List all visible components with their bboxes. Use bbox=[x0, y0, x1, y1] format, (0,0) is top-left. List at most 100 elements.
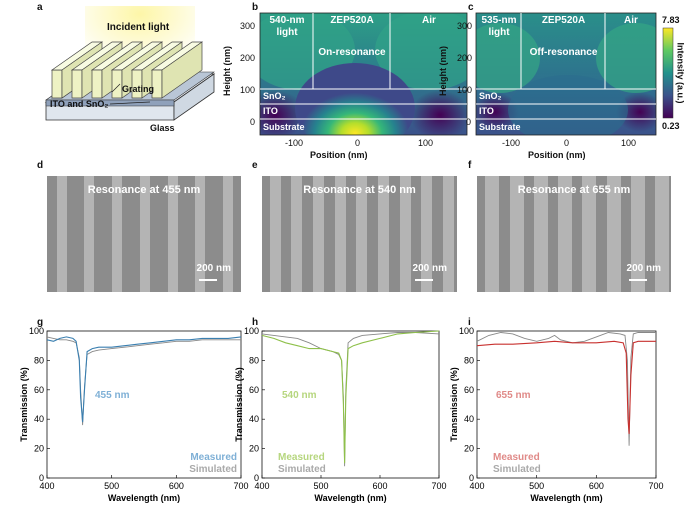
sem-title-655: Resonance at 655 nm bbox=[517, 184, 631, 196]
grating-stripe bbox=[582, 176, 597, 292]
b-xtick-2: 0 bbox=[355, 138, 361, 148]
grating-stripe bbox=[442, 176, 454, 292]
panel-letter-d: d bbox=[37, 160, 44, 171]
glass-label: Glass bbox=[150, 123, 175, 133]
colorbar-min: 0.23 bbox=[662, 121, 680, 131]
c-ytick-0: 0 bbox=[466, 117, 472, 127]
sem-title-540: Resonance at 540 nm bbox=[303, 184, 416, 196]
x-axis-label: Wavelength (nm) bbox=[108, 493, 180, 503]
y-tick-label: 20 bbox=[249, 444, 259, 454]
y-axis-label: Transmission (%) bbox=[19, 367, 29, 442]
y-axis-label: Transmission (%) bbox=[234, 367, 244, 442]
grating-stripe bbox=[334, 176, 346, 292]
c-xtick-3: 100 bbox=[621, 138, 637, 148]
sem-image-540: Resonance at 540 nm 200 nm bbox=[262, 176, 457, 292]
b-xtick-3: 100 bbox=[418, 138, 434, 148]
grating-stripe bbox=[485, 176, 500, 292]
series-measured-line bbox=[46, 336, 242, 423]
legend-measured: Measured bbox=[493, 452, 540, 463]
x-tick-label: 700 bbox=[233, 481, 248, 491]
panel-letter-g: g bbox=[37, 317, 44, 328]
scale-label-455: 200 nm bbox=[196, 263, 231, 274]
scale-label-655: 200 nm bbox=[626, 263, 661, 274]
series-simulated-line bbox=[476, 332, 656, 446]
y-tick-label: 80 bbox=[249, 355, 259, 365]
grating-stripe bbox=[222, 176, 233, 292]
c-xtick-1: -100 bbox=[502, 138, 521, 148]
b-layer-substrate: Substrate bbox=[263, 122, 305, 132]
y-tick-label: 40 bbox=[249, 414, 259, 424]
series-measured-line bbox=[261, 330, 440, 464]
legend-simulated: Simulated bbox=[493, 464, 541, 475]
b-layer-sno2: SnO₂ bbox=[263, 91, 286, 101]
b-state: On-resonance bbox=[318, 47, 386, 58]
scale-bar-655 bbox=[629, 279, 647, 281]
colorbar-max: 7.83 bbox=[662, 15, 680, 25]
y-tick-label: 60 bbox=[249, 385, 259, 395]
grating-stripe bbox=[533, 176, 548, 292]
sem-title-455: Resonance at 455 nm bbox=[87, 184, 201, 196]
legend-simulated: Simulated bbox=[189, 464, 237, 475]
grating-label: Grating bbox=[122, 84, 155, 94]
b-ytick-100: 100 bbox=[240, 85, 256, 95]
c-layer-ito: ITO bbox=[479, 106, 494, 116]
grating-stripe bbox=[112, 176, 123, 292]
c-xlabel: Position (nm) bbox=[528, 150, 586, 160]
x-tick-label: 600 bbox=[589, 481, 604, 491]
resonance-annotation: 540 nm bbox=[282, 390, 317, 401]
y-tick-label: 20 bbox=[34, 444, 44, 454]
x-tick-label: 500 bbox=[313, 481, 328, 491]
y-tick-label: 40 bbox=[464, 414, 474, 424]
colorbar-label: Intensity (a.u.) bbox=[675, 42, 686, 104]
grating-stripe bbox=[84, 176, 95, 292]
incident-light-label: Incident light bbox=[107, 22, 170, 33]
x-tick-label: 700 bbox=[431, 481, 446, 491]
y-axis-label: Transmission (%) bbox=[449, 367, 459, 442]
panel-letter-h: h bbox=[252, 317, 259, 328]
series-measured-line bbox=[476, 340, 656, 434]
grating-stripe bbox=[139, 176, 150, 292]
chart-frame bbox=[476, 330, 657, 479]
scale-bar-540 bbox=[415, 279, 433, 281]
grating-stripe bbox=[356, 176, 368, 292]
sem-image-455: Resonance at 455 nm 200 nm bbox=[47, 176, 241, 292]
x-axis-label: Wavelength (nm) bbox=[314, 493, 386, 503]
ito-sno2-label: ITO and SnO₂ bbox=[50, 99, 109, 109]
legend-simulated: Simulated bbox=[278, 464, 326, 475]
y-tick-label: 0 bbox=[469, 473, 474, 483]
b-ytick-0: 0 bbox=[250, 117, 256, 127]
legend-measured: Measured bbox=[278, 452, 325, 463]
series-simulated-line bbox=[46, 336, 241, 426]
b-xtick-1: -100 bbox=[285, 138, 304, 148]
y-tick-label: 0 bbox=[254, 473, 259, 483]
scale-label-540: 200 nm bbox=[412, 263, 447, 274]
grating-stripe bbox=[269, 176, 281, 292]
legend-measured: Measured bbox=[190, 452, 237, 463]
x-tick-label: 400 bbox=[254, 481, 269, 491]
grating-stripe bbox=[655, 176, 670, 292]
y-tick-label: 80 bbox=[464, 355, 474, 365]
x-tick-label: 700 bbox=[648, 481, 663, 491]
panel-letter-f: f bbox=[468, 160, 472, 171]
series-simulated-line bbox=[261, 332, 440, 467]
panel-letter-b: b bbox=[252, 2, 259, 13]
grating-stripe bbox=[312, 176, 324, 292]
chart-frame bbox=[46, 330, 242, 479]
grating-stripe bbox=[558, 176, 573, 292]
panel-letter-a: a bbox=[37, 2, 43, 13]
c-ytick-200: 200 bbox=[457, 53, 473, 63]
b-ytick-200: 200 bbox=[240, 53, 256, 63]
grating-stripe bbox=[421, 176, 433, 292]
c-layer-sno2: SnO₂ bbox=[479, 91, 502, 101]
scale-bar-455 bbox=[199, 279, 217, 281]
grating-stripe bbox=[377, 176, 389, 292]
x-tick-label: 600 bbox=[372, 481, 387, 491]
x-axis-label: Wavelength (nm) bbox=[530, 493, 602, 503]
c-ytick-100: 100 bbox=[457, 85, 473, 95]
y-tick-label: 40 bbox=[34, 414, 44, 424]
x-tick-label: 400 bbox=[39, 481, 54, 491]
y-tick-label: 20 bbox=[464, 444, 474, 454]
c-xtick-2: 0 bbox=[564, 138, 570, 148]
grating-stripe bbox=[606, 176, 621, 292]
c-layer-substrate: Substrate bbox=[479, 122, 521, 132]
